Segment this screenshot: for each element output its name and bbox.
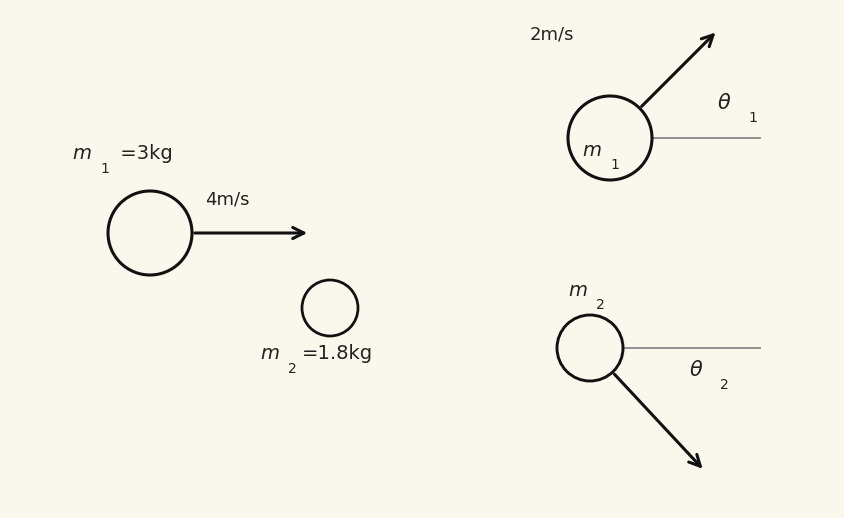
Circle shape xyxy=(568,96,652,180)
Text: =3kg: =3kg xyxy=(114,144,173,163)
Text: 2: 2 xyxy=(288,362,297,376)
Text: m: m xyxy=(582,141,601,160)
Text: 2: 2 xyxy=(720,378,728,392)
Text: 2: 2 xyxy=(596,298,605,312)
Text: 1: 1 xyxy=(610,158,619,172)
Text: =1.8kg: =1.8kg xyxy=(302,344,373,363)
Text: θ: θ xyxy=(718,93,731,113)
Text: 4m/s: 4m/s xyxy=(205,190,250,208)
Circle shape xyxy=(108,191,192,275)
Text: m: m xyxy=(72,144,91,163)
Text: m: m xyxy=(260,344,279,363)
Text: 1: 1 xyxy=(748,111,757,125)
Text: m: m xyxy=(568,281,587,300)
Text: 2m/s: 2m/s xyxy=(530,25,575,43)
Circle shape xyxy=(302,280,358,336)
Circle shape xyxy=(557,315,623,381)
Text: 1: 1 xyxy=(100,162,109,176)
Text: θ: θ xyxy=(690,360,703,380)
